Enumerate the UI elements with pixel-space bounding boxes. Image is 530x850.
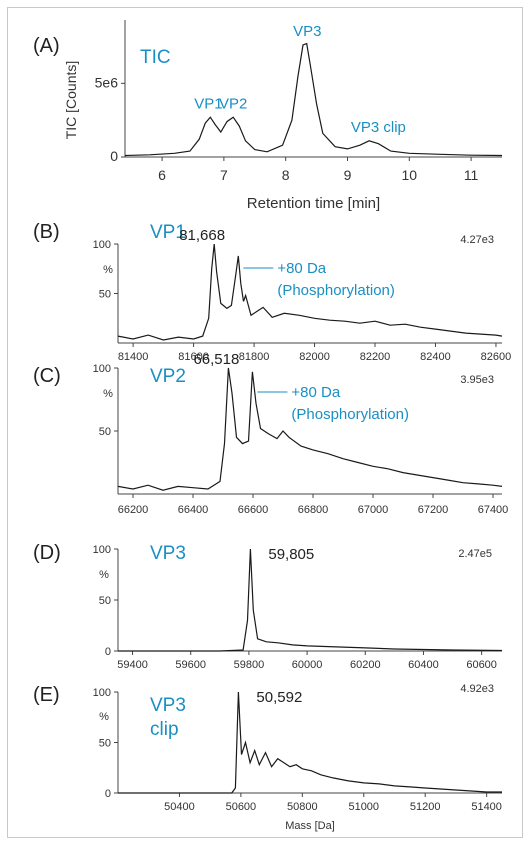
x-tick-label: 66600 xyxy=(238,504,269,516)
series-line xyxy=(117,367,503,491)
panel-title: VP3 clip xyxy=(150,695,186,740)
x-tick-label: 60000 xyxy=(292,659,323,671)
x-tick-label: 60600 xyxy=(466,659,497,671)
peak-mass-label: 81,668 xyxy=(179,227,225,244)
x-tick-label: 50800 xyxy=(287,801,318,813)
y-axis-label: % xyxy=(99,711,109,723)
intensity-scale-label: 4.92e3 xyxy=(460,683,494,695)
mod-label-line1: +80 Da xyxy=(291,384,340,401)
panel-letter: (B) xyxy=(33,221,60,243)
y-tick-label: 100 xyxy=(93,239,111,251)
panel-1: 6 7 8 9 10 11 0 5e6 (A) TIC TIC [Counts] Retention … xyxy=(33,20,503,212)
panel-title: VP2 xyxy=(150,366,186,387)
series-line xyxy=(118,548,503,652)
y-axis-label: TIC [Counts] xyxy=(63,61,79,140)
x-tick-label: 59600 xyxy=(175,659,206,671)
x-tick-label: 60400 xyxy=(408,659,439,671)
x-tick-label: 11 xyxy=(464,167,479,183)
peak-annotation: VP3 xyxy=(293,23,321,40)
y-tick-label: 5e6 xyxy=(95,74,119,90)
x-tick-label: 81600 xyxy=(178,351,209,363)
x-tick-label: 66200 xyxy=(118,504,149,516)
x-tick-label: 67000 xyxy=(358,504,389,516)
series-line xyxy=(124,42,503,157)
x-tick-label: 67400 xyxy=(478,504,509,516)
x-tick-label: 59400 xyxy=(117,659,148,671)
panel-title: VP1 xyxy=(150,222,186,243)
y-tick-label: 100 xyxy=(93,544,111,556)
intensity-scale-label: 3.95e3 xyxy=(460,374,494,386)
y-tick-label: 0 xyxy=(105,788,111,800)
y-tick-label: 50 xyxy=(99,595,111,607)
intensity-scale-label: 4.27e3 xyxy=(460,234,494,246)
peak-annotation: VP2 xyxy=(219,95,247,112)
x-tick-label: 8 xyxy=(282,167,290,183)
x-tick-label: 82200 xyxy=(360,351,391,363)
x-tick-label: 67200 xyxy=(418,504,449,516)
x-tick-label: 50400 xyxy=(164,801,195,813)
panel-title: VP3 xyxy=(150,543,186,564)
x-tick-label: 51200 xyxy=(410,801,441,813)
x-tick-label: 6 xyxy=(158,167,166,183)
peak-mass-label: 50,592 xyxy=(256,689,302,706)
figure-frame xyxy=(7,7,523,838)
x-tick-label: 82000 xyxy=(299,351,330,363)
x-tick-label: 51000 xyxy=(348,801,379,813)
x-axis-label: Mass [Da] xyxy=(285,820,335,832)
panel-letter: (A) xyxy=(33,35,60,57)
x-tick-label: 7 xyxy=(220,167,228,183)
mod-label-line2: (Phosphorylation) xyxy=(277,282,395,299)
y-tick-label: 100 xyxy=(93,363,111,375)
x-tick-label: 50600 xyxy=(226,801,257,813)
panel-4: 59400 59600 59800 60000 60200 60400 60600 0 50 10… xyxy=(33,542,503,671)
panel-2: 81400 81600 81800 82000 82200 82400 82600 50 100… xyxy=(33,221,511,363)
peak-mass-label: 66,518 xyxy=(193,351,239,368)
x-tick-label: 81400 xyxy=(118,351,149,363)
intensity-scale-label: 2.47e5 xyxy=(458,548,492,560)
x-tick-label: 60200 xyxy=(350,659,381,671)
peak-mass-label: 59,805 xyxy=(268,546,314,563)
x-tick-label: 81800 xyxy=(239,351,270,363)
y-tick-label: 50 xyxy=(99,426,111,438)
y-tick-label: 100 xyxy=(93,687,111,699)
series-line xyxy=(117,243,503,341)
x-tick-label: 9 xyxy=(344,167,352,183)
mod-label-line1: +80 Da xyxy=(277,260,326,277)
mod-label-line2: (Phosphorylation) xyxy=(291,406,409,423)
y-tick-label: 50 xyxy=(99,738,111,750)
x-axis-label: Retention time [min] xyxy=(247,195,380,212)
panel-5: 50400 50600 50800 51000 51200 51400 0 50 100 (E) V… xyxy=(33,683,502,832)
y-axis-label: % xyxy=(99,569,109,581)
x-tick-label: 51400 xyxy=(471,801,502,813)
peak-annotation: VP1 xyxy=(194,95,222,112)
peak-annotation: VP3 clip xyxy=(351,119,406,136)
y-tick-label: 0 xyxy=(105,646,111,658)
panel-title: TIC xyxy=(140,47,171,68)
y-tick-label: 0 xyxy=(110,148,118,164)
x-tick-label: 66800 xyxy=(298,504,329,516)
panel-letter: (D) xyxy=(33,542,61,564)
x-tick-label: 82400 xyxy=(420,351,451,363)
y-axis-label: % xyxy=(103,388,113,400)
x-tick-label: 82600 xyxy=(481,351,512,363)
y-tick-label: 50 xyxy=(99,289,111,301)
panel-letter: (E) xyxy=(33,684,60,706)
y-axis-label: % xyxy=(103,264,113,276)
panel-letter: (C) xyxy=(33,365,61,387)
series-line xyxy=(118,691,502,794)
x-tick-label: 10 xyxy=(402,167,418,183)
x-tick-label: 59800 xyxy=(234,659,265,671)
panel-3: 66200 66400 66600 66800 67000 67200 67400 50 100… xyxy=(33,351,508,516)
x-tick-label: 66400 xyxy=(178,504,209,516)
